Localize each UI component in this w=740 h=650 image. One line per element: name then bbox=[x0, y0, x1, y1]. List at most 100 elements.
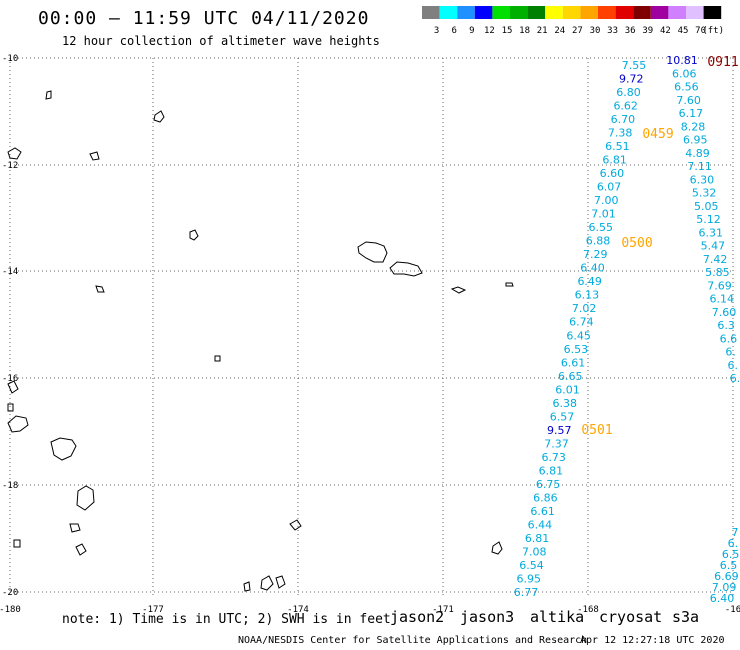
legend-cryosat: cryosat bbox=[599, 608, 663, 626]
wave-height-value: 6.51 bbox=[605, 140, 630, 153]
scale-swatch bbox=[457, 6, 475, 19]
lat-tick-label: -14 bbox=[2, 267, 18, 277]
wave-height-value: 6.6 bbox=[720, 332, 738, 345]
wave-height-value: 6.40 bbox=[580, 262, 605, 275]
wave-height-value: 7.08 bbox=[522, 545, 547, 558]
lat-tick-label: -16 bbox=[2, 374, 18, 384]
wave-height-value: 6.54 bbox=[519, 559, 544, 572]
wave-height-value: 6.5 bbox=[722, 548, 740, 561]
wave-height-value: 6.17 bbox=[679, 107, 704, 120]
wave-height-value: 6.56 bbox=[674, 81, 699, 94]
wave-height-value: 6.30 bbox=[690, 173, 715, 186]
scale-tick-label: 6 bbox=[451, 26, 456, 36]
legend-altika: altika bbox=[530, 608, 585, 626]
scale-tick-label: 18 bbox=[519, 26, 530, 36]
scale-swatch bbox=[510, 6, 528, 19]
island-wallis bbox=[189, 229, 199, 241]
island-small-d bbox=[214, 355, 221, 362]
wave-height-value: 9.72 bbox=[619, 73, 644, 86]
island-north-2 bbox=[89, 151, 100, 161]
island-tonga-e bbox=[75, 543, 87, 556]
wave-height-value: 9.57 bbox=[547, 424, 572, 437]
wave-height-value: 6.73 bbox=[541, 451, 566, 464]
wave-height-value: 6.14 bbox=[710, 293, 735, 306]
wave-height-value: 6.95 bbox=[683, 134, 708, 147]
wave-height-value: 6.01 bbox=[555, 383, 580, 396]
island-south-4 bbox=[289, 519, 302, 531]
island-futuna bbox=[153, 110, 165, 123]
wave-height-value: 6.49 bbox=[577, 275, 602, 288]
lon-tick-label: -168 bbox=[577, 605, 599, 615]
wave-height-value: 7.69 bbox=[707, 279, 732, 292]
altimeter-track-left: 7.559.726.806.626.707.386.516.816.606.07… bbox=[514, 59, 647, 599]
scale-swatch bbox=[527, 6, 546, 19]
scale-swatch bbox=[615, 6, 634, 19]
scale-swatch bbox=[703, 6, 722, 19]
island-tonga-a bbox=[50, 437, 77, 461]
wave-height-value: 7 bbox=[732, 526, 739, 539]
scale-tick-label: 24 bbox=[554, 26, 565, 36]
lon-tick-label: -171 bbox=[432, 605, 454, 615]
island-north-3 bbox=[7, 147, 22, 160]
wave-height-value: 6.38 bbox=[553, 397, 578, 410]
wave-height-value: 7.01 bbox=[591, 208, 616, 221]
wave-height-value: 7.42 bbox=[703, 253, 728, 266]
island-south-3 bbox=[243, 581, 251, 592]
scale-swatch bbox=[439, 6, 458, 19]
wave-height-value: 6.70 bbox=[611, 113, 636, 126]
wave-height-value: 6.3 bbox=[717, 319, 735, 332]
scale-swatch bbox=[686, 6, 704, 19]
island-samoa-upolu bbox=[357, 241, 388, 263]
scale-swatch bbox=[492, 6, 510, 19]
scale-swatch bbox=[598, 6, 616, 19]
wave-height-value: 7.37 bbox=[544, 437, 569, 450]
island-south-6 bbox=[7, 403, 14, 412]
island-niue bbox=[491, 541, 503, 555]
chart-title: 00:00 – 11:59 UTC 04/11/2020 bbox=[38, 8, 370, 29]
lat-tick-label: -10 bbox=[2, 54, 18, 64]
wave-height-value: 7.11 bbox=[687, 160, 712, 173]
legend-jason3: jason3 bbox=[460, 608, 515, 626]
wave-height-value: 10.81 bbox=[666, 54, 698, 67]
lat-lon-grid: -180 -177 -174 -171 -168 -16 -10 -12 -14 -16 -18 -2… bbox=[0, 54, 740, 615]
wave-height-value: 6.07 bbox=[597, 181, 622, 194]
pass-time-label: 0459 bbox=[642, 127, 673, 142]
island-tonga-c bbox=[76, 485, 95, 511]
wave-height-value: 5.12 bbox=[696, 213, 721, 226]
scale-tick-label: 21 bbox=[537, 26, 548, 36]
island-south-1 bbox=[260, 575, 274, 591]
wave-height-value: 6.95 bbox=[517, 572, 542, 585]
wave-height-value: 6.5 bbox=[720, 559, 738, 572]
island-small-a bbox=[95, 285, 105, 293]
altimeter-track-bottom-right: 76.6.56.56.697.096.40 bbox=[710, 526, 740, 605]
legend-s3a: s3a bbox=[672, 608, 700, 626]
scale-tick-label: 27 bbox=[572, 26, 583, 36]
scale-swatch bbox=[633, 6, 651, 19]
wave-height-value: 6.62 bbox=[613, 100, 638, 113]
generated-timestamp: Apr 12 12:27:18 UTC 2020 bbox=[580, 635, 725, 646]
island-tonga-d bbox=[69, 523, 81, 533]
wave-height-value: 5.32 bbox=[692, 187, 717, 200]
scale-tick-label: 70 bbox=[695, 26, 706, 36]
lat-tick-label: -20 bbox=[2, 588, 18, 598]
wave-height-value: 7.09 bbox=[712, 581, 737, 594]
wave-height-value: 6.86 bbox=[533, 491, 558, 504]
wave-height-value: 5.05 bbox=[694, 200, 719, 213]
wave-height-value: 6.60 bbox=[600, 167, 625, 180]
credit-line: NOAA/NESDIS Center for Satellite Applica… bbox=[238, 635, 588, 646]
pass-time-label: 0500 bbox=[621, 236, 652, 251]
scale-tick-label: 15 bbox=[502, 26, 513, 36]
wave-height-value: 8.28 bbox=[681, 120, 706, 133]
lat-tick-label: -12 bbox=[2, 161, 18, 171]
island-tonga-f bbox=[13, 539, 21, 548]
wave-height-value: 6.57 bbox=[550, 410, 575, 423]
altimeter-track-right: 10.816.066.567.606.178.286.954.897.116.3… bbox=[666, 54, 740, 385]
island-tonga-b bbox=[7, 415, 29, 433]
wave-height-value: 6. bbox=[725, 346, 736, 359]
scale-unit: (ft) bbox=[702, 26, 724, 36]
scale-tick-label: 30 bbox=[590, 26, 601, 36]
scale-tick-label: 36 bbox=[625, 26, 636, 36]
pass-time-labels: 0911 0459 0500 0501 bbox=[581, 55, 738, 438]
island-north-1 bbox=[45, 90, 52, 100]
wave-height-value: 6.80 bbox=[616, 86, 641, 99]
